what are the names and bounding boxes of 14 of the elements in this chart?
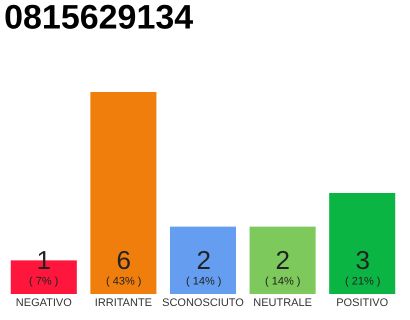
bar xyxy=(170,226,236,294)
x-tick-label: NEGATIVO xyxy=(16,297,72,309)
data-label: 3 ( 21% ) xyxy=(345,245,380,288)
data-label: 2 ( 14% ) xyxy=(265,245,300,288)
x-tick-label: NEUTRALE xyxy=(253,297,312,309)
x-tick-label: POSITIVO xyxy=(336,297,389,309)
data-label: 2 ( 14% ) xyxy=(186,245,222,288)
x-tick-label: SCONOSCIUTO xyxy=(162,297,244,309)
data-label: 6 ( 43% ) xyxy=(106,245,142,288)
bar xyxy=(250,226,316,294)
bar xyxy=(90,92,156,294)
x-tick-label: IRRITANTE xyxy=(94,297,152,309)
bar xyxy=(329,193,396,294)
chart-title: 0815629134 xyxy=(4,0,194,37)
